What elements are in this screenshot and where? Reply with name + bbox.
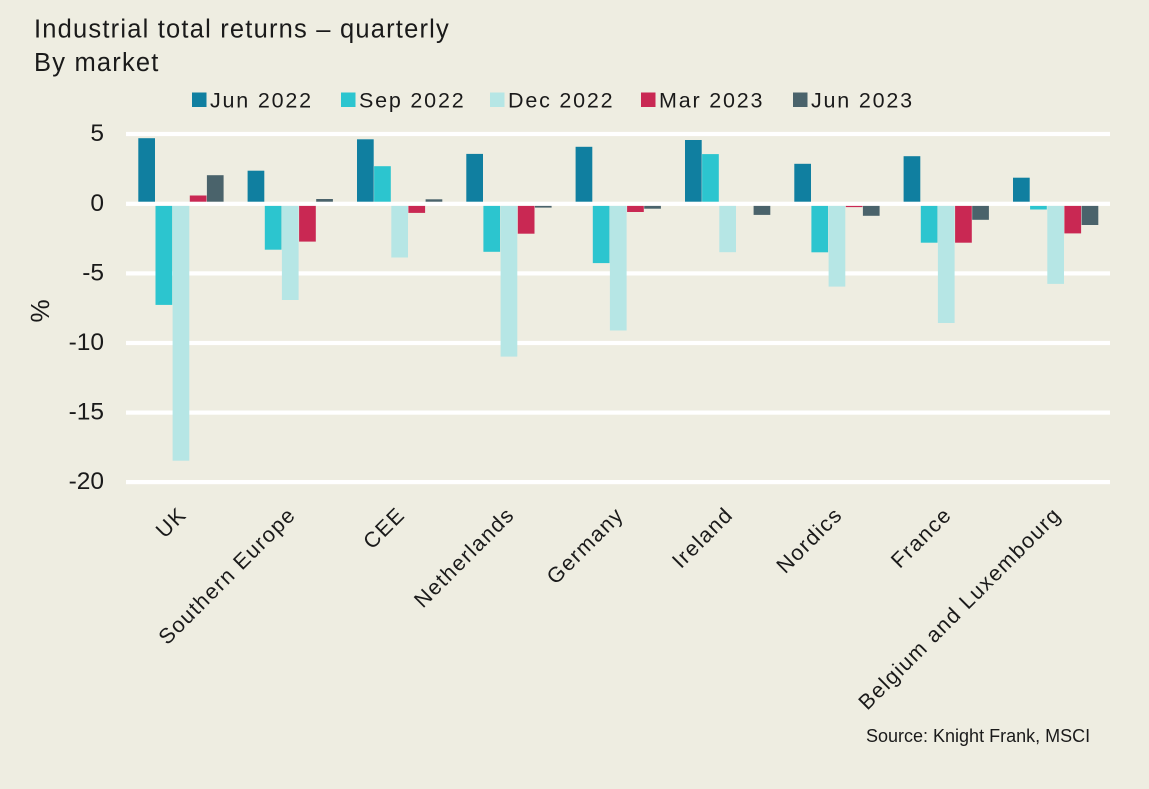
svg-text:Source: Knight Frank, MSCI: Source: Knight Frank, MSCI [866, 726, 1090, 746]
svg-text:5: 5 [90, 120, 104, 147]
svg-text:-10: -10 [69, 329, 104, 356]
svg-text:-20: -20 [69, 468, 104, 495]
svg-text:By market: By market [34, 49, 160, 77]
svg-text:Jun 2023: Jun 2023 [811, 89, 914, 113]
svg-text:0: 0 [90, 190, 104, 217]
svg-text:-5: -5 [82, 259, 104, 286]
svg-text:Industrial total returns – qua: Industrial total returns – quarterly [34, 16, 450, 44]
svg-text:Sep 2022: Sep 2022 [359, 89, 465, 113]
svg-text:%: % [25, 299, 55, 322]
svg-text:Jun 2022: Jun 2022 [210, 89, 313, 113]
svg-text:-15: -15 [69, 399, 104, 426]
svg-text:Mar 2023: Mar 2023 [659, 89, 764, 113]
svg-text:Dec 2022: Dec 2022 [508, 89, 614, 113]
